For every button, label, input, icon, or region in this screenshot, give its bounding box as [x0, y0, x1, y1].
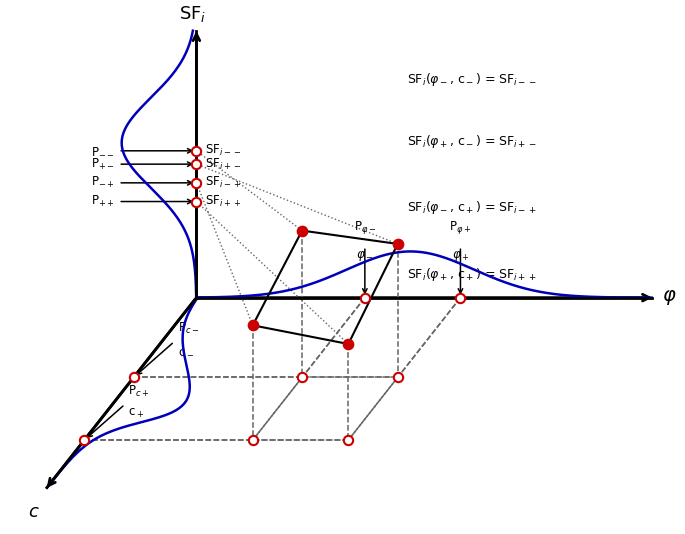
Point: [360, 293, 371, 302]
Point: [79, 436, 90, 444]
Text: P$_{-+}$: P$_{-+}$: [91, 175, 115, 191]
Text: c$_+$: c$_+$: [129, 407, 145, 420]
Point: [455, 293, 466, 302]
Text: SF$_i$: SF$_i$: [179, 4, 207, 24]
Point: [343, 340, 354, 348]
Point: [191, 146, 202, 155]
Point: [191, 160, 202, 168]
Text: $\varphi_-$: $\varphi_-$: [356, 249, 373, 263]
Point: [191, 197, 202, 206]
Point: [393, 373, 403, 382]
Text: c$_-$: c$_-$: [178, 344, 194, 357]
Text: SF$_{i++}$: SF$_{i++}$: [205, 194, 241, 209]
Text: P$_{+-}$: P$_{+-}$: [91, 156, 115, 172]
Point: [343, 436, 354, 444]
Point: [191, 178, 202, 187]
Point: [393, 240, 403, 248]
Text: P$_{--}$: P$_{--}$: [91, 144, 115, 158]
Text: SF$_{i--}$: SF$_{i--}$: [205, 143, 241, 159]
Text: P$_{c+}$: P$_{c+}$: [129, 384, 150, 399]
Text: c: c: [28, 503, 38, 521]
Text: $\varphi$: $\varphi$: [662, 288, 677, 307]
Text: P$_{++}$: P$_{++}$: [91, 194, 115, 209]
Text: $\varphi_+$: $\varphi_+$: [452, 249, 469, 263]
Text: SF$_{i-+}$: SF$_{i-+}$: [205, 175, 241, 191]
Text: SF$_{i+-}$: SF$_{i+-}$: [205, 156, 241, 172]
Point: [247, 321, 258, 329]
Text: SF$_i$($\varphi_-$, c$_+$) = SF$_{i-+}$: SF$_i$($\varphi_-$, c$_+$) = SF$_{i-+}$: [407, 199, 537, 216]
Text: SF$_i$($\varphi_+$, c$_+$) = SF$_{i++}$: SF$_i$($\varphi_+$, c$_+$) = SF$_{i++}$: [407, 266, 537, 283]
Point: [297, 226, 308, 235]
Point: [247, 436, 258, 444]
Text: P$_{c-}$: P$_{c-}$: [178, 321, 199, 336]
Point: [128, 373, 139, 382]
Text: SF$_i$($\varphi_-$, c$_-$) = SF$_{i--}$: SF$_i$($\varphi_-$, c$_-$) = SF$_{i--}$: [407, 71, 537, 88]
Point: [297, 373, 308, 382]
Text: P$_{\varphi+}$: P$_{\varphi+}$: [449, 219, 471, 236]
Text: SF$_i$($\varphi_+$, c$_-$) = SF$_{i+-}$: SF$_i$($\varphi_+$, c$_-$) = SF$_{i+-}$: [407, 132, 537, 150]
Text: P$_{\varphi-}$: P$_{\varphi-}$: [353, 219, 376, 236]
